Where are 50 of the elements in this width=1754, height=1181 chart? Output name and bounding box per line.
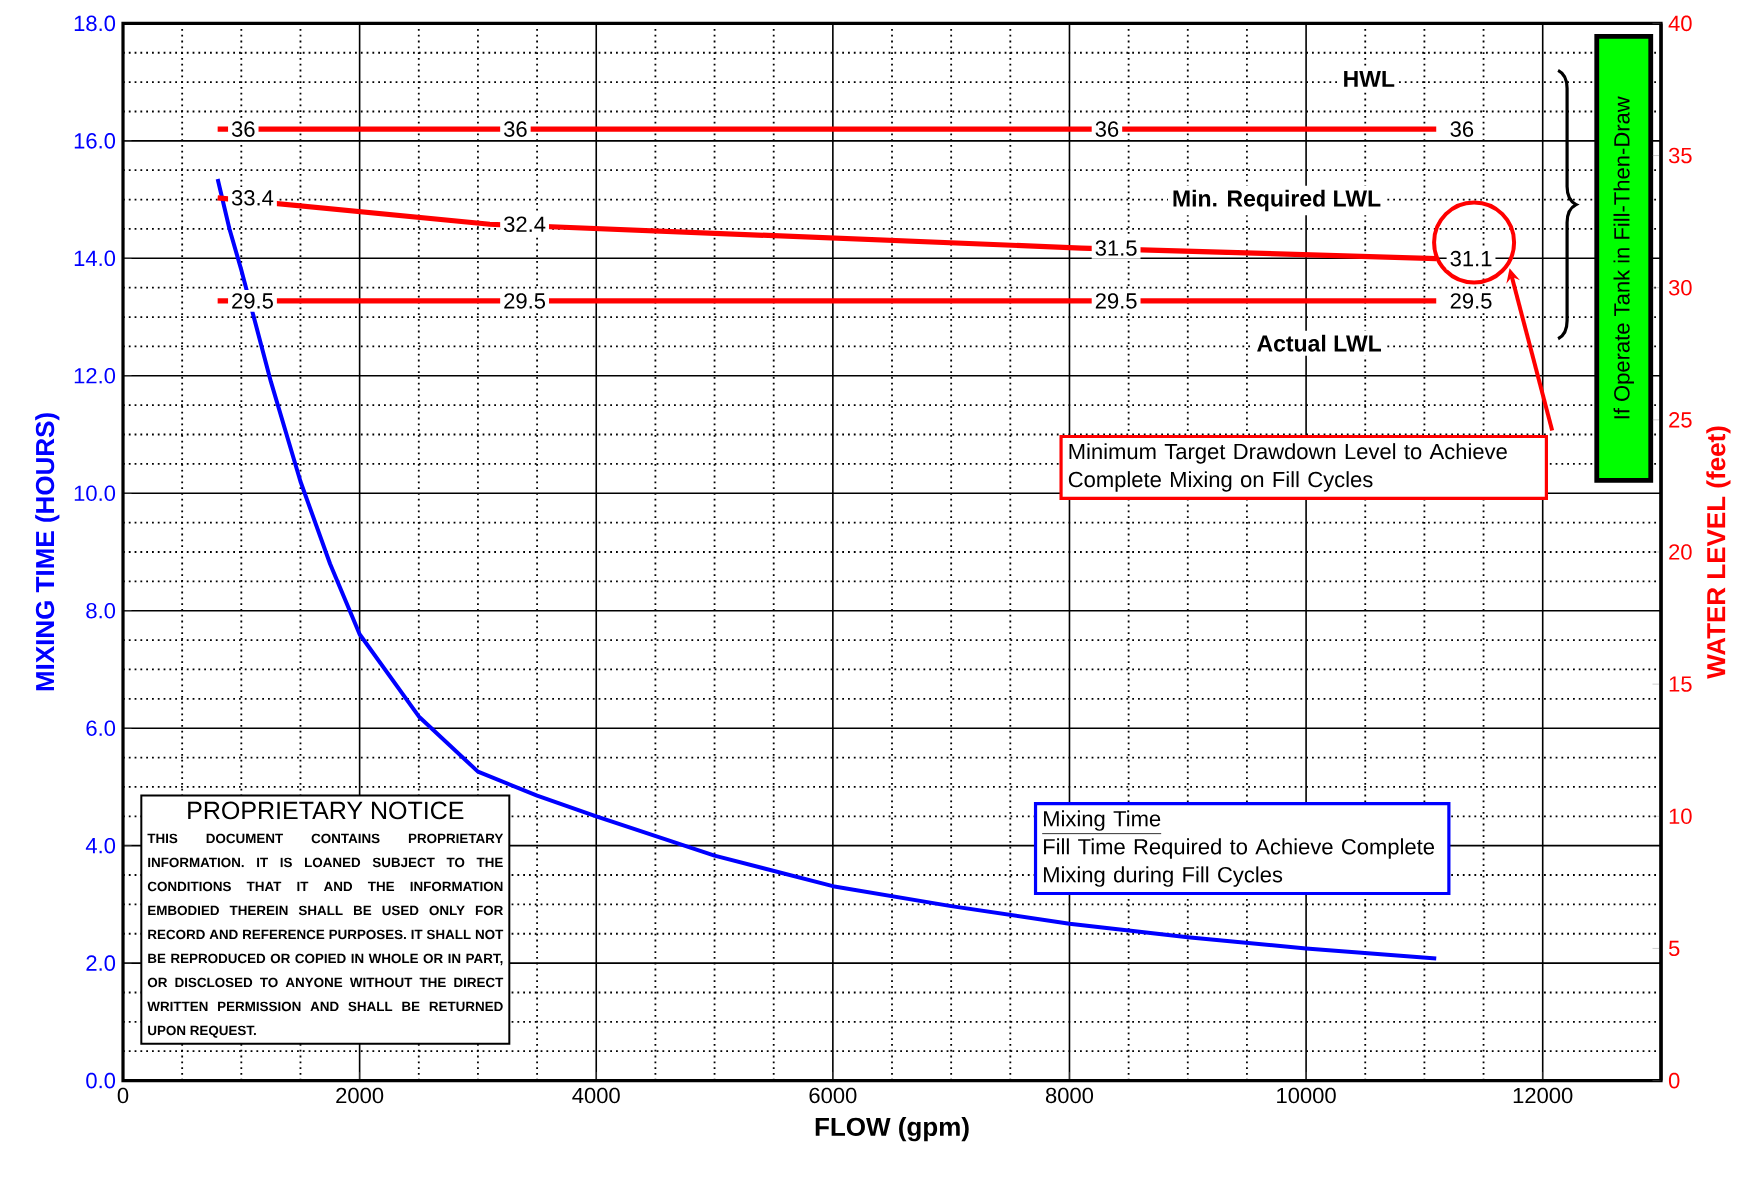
y-axis-title: MIXING TIME (HOURS) (35, 413, 60, 691)
data-label: 33.4 (231, 190, 274, 206)
data-label: 31.5 (1095, 240, 1137, 256)
data-label: 29.5 (504, 293, 546, 309)
y-tick-label: 8.0 (86, 602, 116, 619)
y-tick-label: 16.0 (74, 133, 116, 149)
y2-tick-label: 35 (1668, 147, 1692, 164)
y-tick-label: 6.0 (86, 720, 116, 736)
y2-tick-label: 5 (1668, 940, 1680, 957)
x-tick-label: 8000 (1045, 1087, 1094, 1104)
y2-tick-label: 25 (1669, 412, 1692, 428)
annotation: Mixing Time (1044, 810, 1161, 831)
x-tick-label: 10000 (1277, 1087, 1336, 1104)
x-tick-label: 12000 (1513, 1087, 1573, 1104)
annotation: If Operate Tank in Fill-Then-Draw (1613, 96, 1634, 419)
annotation: PROPRIETARY NOTICE (188, 801, 464, 820)
series-label: Actual LWL (1257, 334, 1382, 352)
y2-tick-label: 0 (1668, 1072, 1680, 1089)
y-tick-label: 10.0 (74, 485, 116, 502)
x-tick-label: 2000 (336, 1087, 384, 1104)
text: THIS DOCUMENT CONTAINS PROPRIETARY INFORMATION. IT IS LOANED SUBJECT TO THE CONDITIONS THAT IT AND THE INFORMATION EMBODIED THEREIN SHALL BE USED ONLY FOR RECORD AND REFERENCE PURPOSES. IT SHALL NOT BE REPRODUCED OR COPIED IN WHOLE OR IN PART, OR DISCLOSED TO ANYONE WITHOUT THE DIRECT WRITTEN PERMISSION AND SHALL BE RETURNED UPON REQUEST. (147, 833, 504, 1038)
y2-tick-label: 10 (1669, 808, 1692, 825)
y-tick-label: 18.0 (74, 15, 116, 32)
data-label: 31.1 (1450, 250, 1492, 267)
data-label: 36 (504, 121, 527, 137)
data-label: 29.5 (1095, 293, 1137, 309)
y-tick-label: 12.0 (74, 368, 116, 384)
data-label: 32.4 (504, 216, 546, 233)
data-label: 29.5 (232, 293, 273, 309)
annotation: Minimum Target Drawdown Level to Achieve Complete Mixing on Fill Cycles (1068, 443, 1507, 492)
data-label: 29.5 (1450, 293, 1492, 309)
data-label: 36 (231, 121, 255, 137)
x-tick-label: 6000 (809, 1087, 857, 1104)
x-tick-label: 0 (117, 1087, 129, 1104)
x-tick-label: 4000 (572, 1087, 620, 1104)
series-label: HWL (1344, 70, 1395, 87)
y2-tick-label: 40 (1668, 15, 1692, 32)
annotation: Fill Time Required to Achieve Complete Mixing during Fill Cycles (1044, 838, 1435, 887)
data-label: 36 (1450, 121, 1474, 137)
y-tick-label: 14.0 (74, 250, 116, 267)
y2-axis-title: WATER LEVEL (feet) (1706, 426, 1731, 679)
y2-tick-label: 15 (1669, 676, 1692, 692)
series-label: Min. Required LWL (1173, 189, 1381, 212)
x-axis-title: FLOW (gpm) (815, 1116, 969, 1142)
y2-tick-label: 30 (1668, 279, 1692, 296)
y-tick-label: 2.0 (86, 955, 116, 971)
y-tick-label: 4.0 (85, 837, 116, 854)
y2-tick-label: 20 (1669, 544, 1692, 560)
y-tick-label: 0.0 (86, 1072, 116, 1089)
data-label: 36 (1095, 121, 1119, 137)
